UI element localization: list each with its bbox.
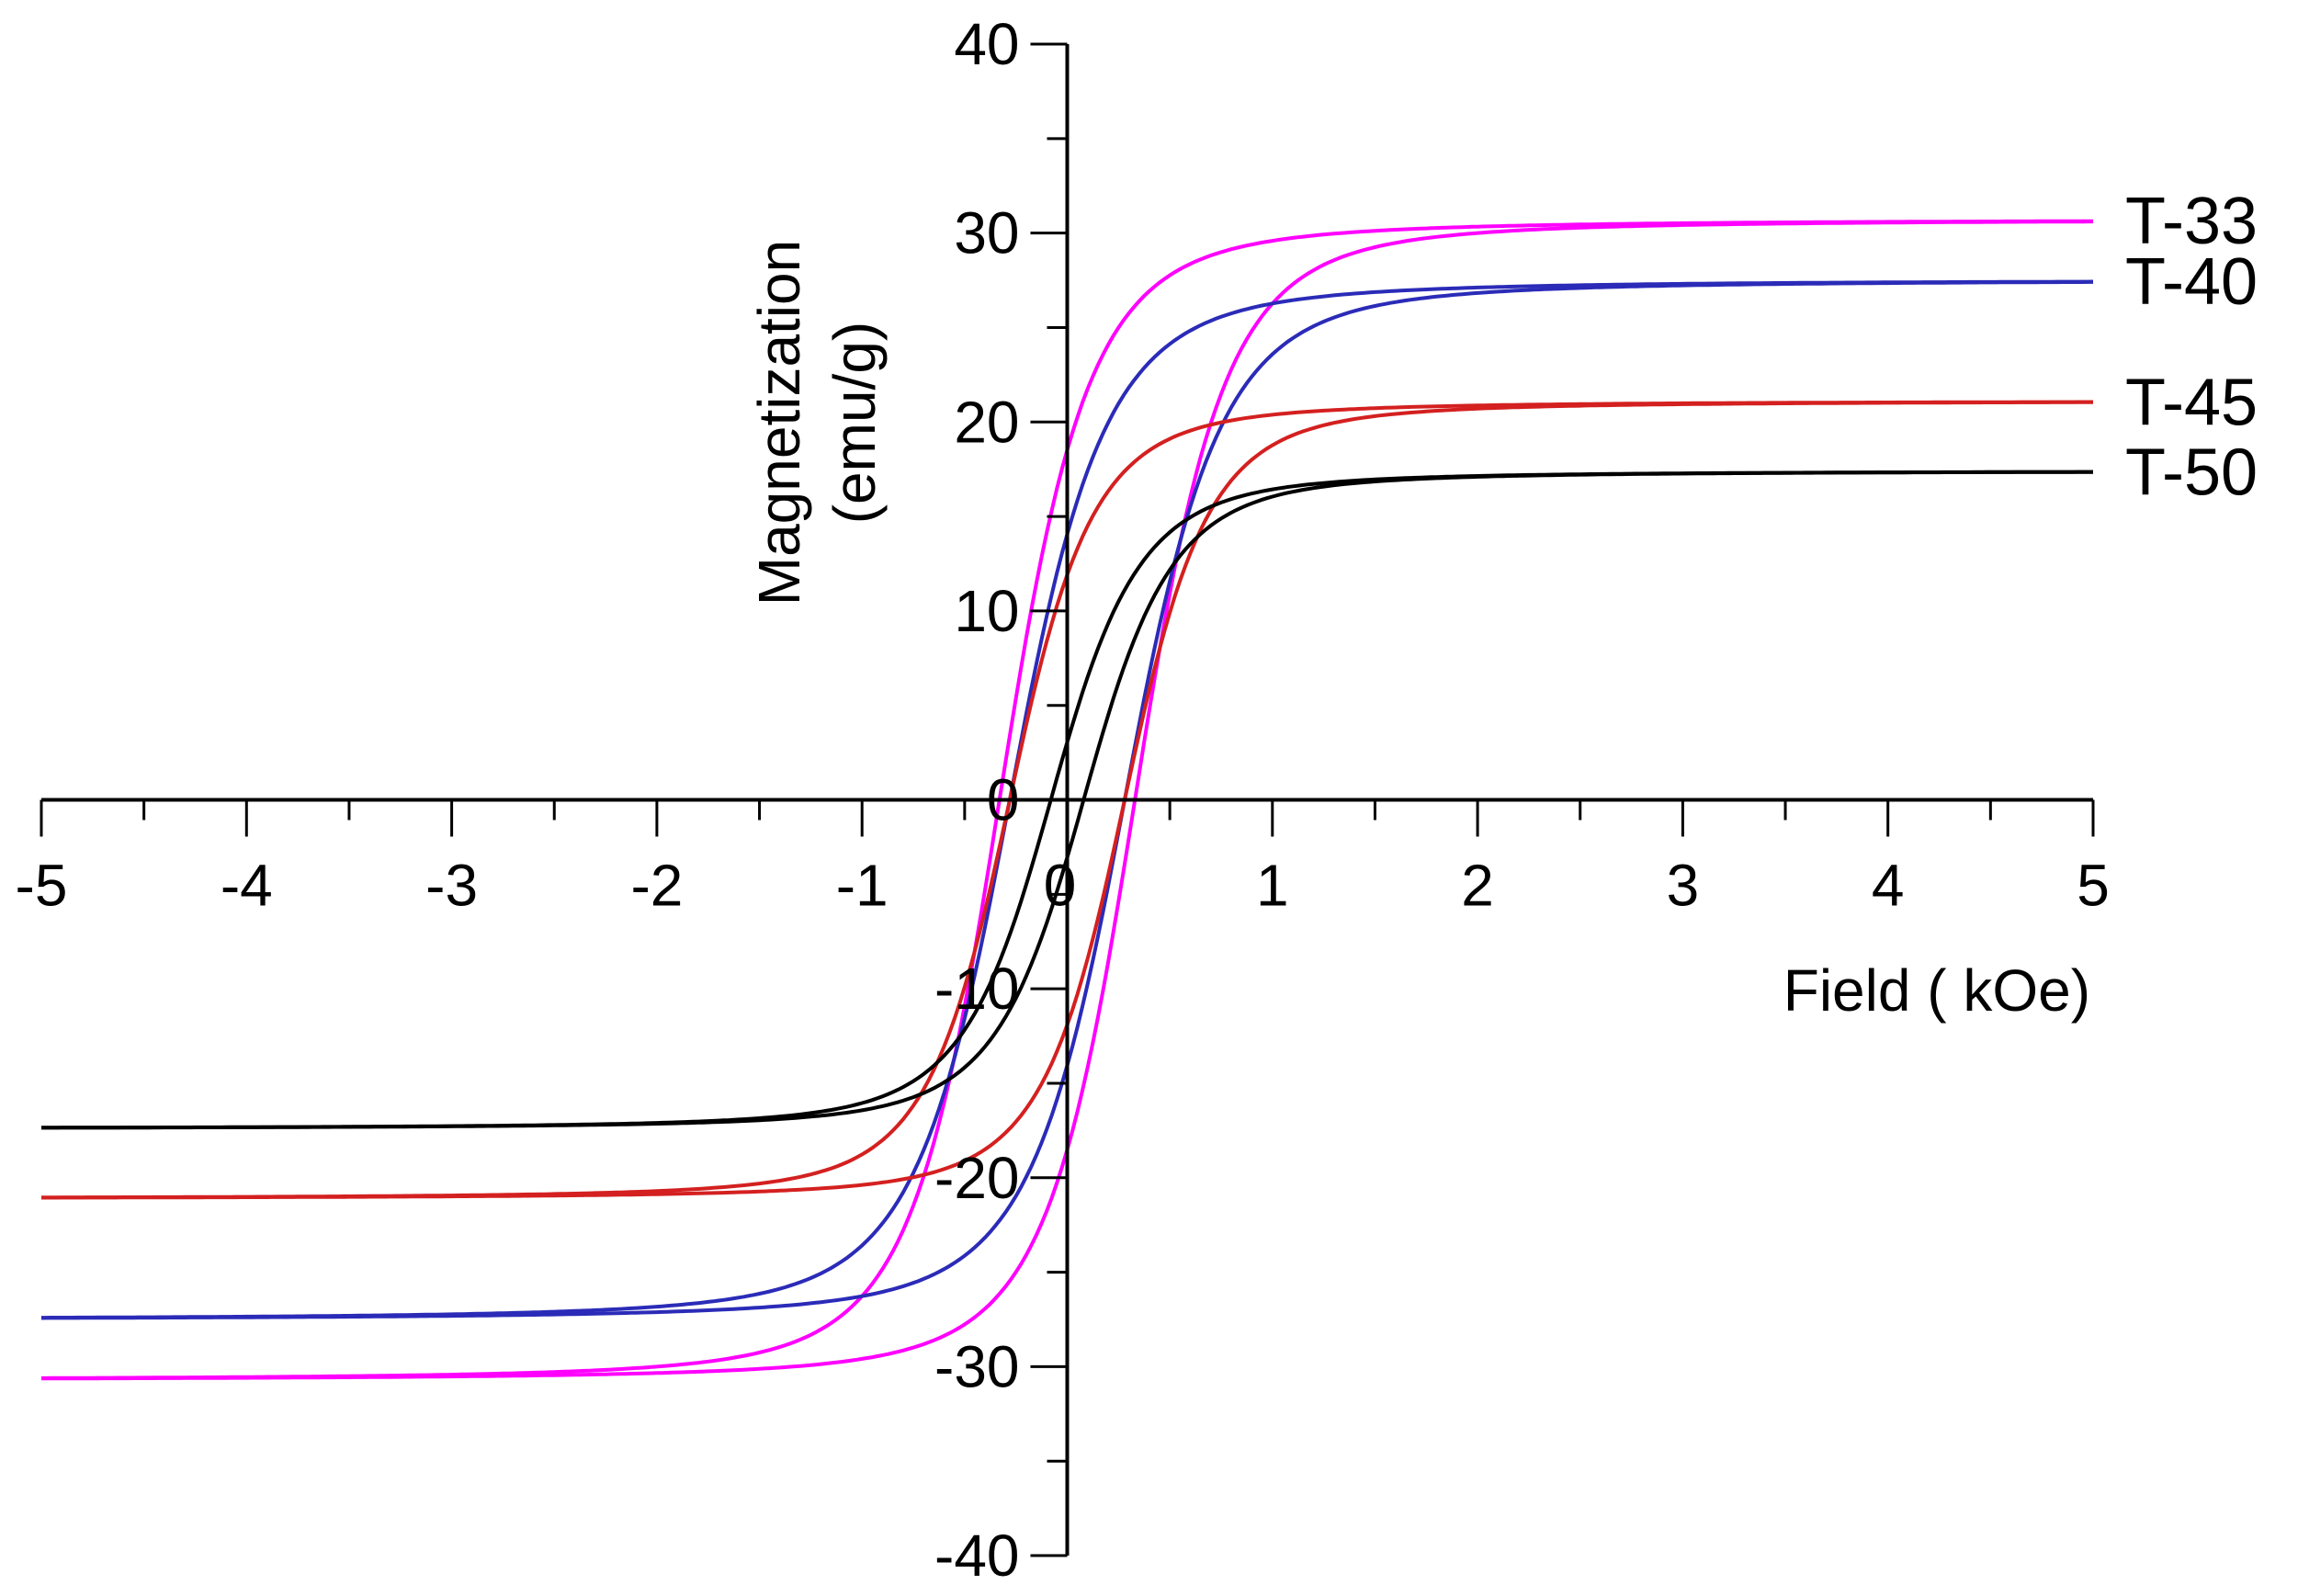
x-tick-label: -5 xyxy=(16,853,68,919)
x-tick-label: 3 xyxy=(1667,853,1700,919)
y-tick-label: -10 xyxy=(934,956,1020,1022)
y-tick-label: 0 xyxy=(987,767,1020,833)
y-tick-label: -30 xyxy=(934,1333,1020,1399)
y-tick-label: -20 xyxy=(934,1145,1020,1211)
x-tick-label: 0 xyxy=(1044,853,1077,919)
x-tick-label: -4 xyxy=(221,853,273,919)
series-label-t-33: T-33 xyxy=(2125,185,2258,258)
y-tick-label: 30 xyxy=(954,200,1019,266)
x-tick-label: 2 xyxy=(1461,853,1494,919)
y-tick-label: 40 xyxy=(954,11,1019,77)
series-label-t-50: T-50 xyxy=(2125,436,2258,510)
series-label-t-45: T-45 xyxy=(2125,367,2258,440)
y-tick-label: -40 xyxy=(934,1522,1020,1589)
x-tick-label: 1 xyxy=(1256,853,1289,919)
x-tick-label: -3 xyxy=(425,853,478,919)
x-tick-label: 4 xyxy=(1872,853,1905,919)
series-labels-group: T-33T-40 T-45T-50 xyxy=(2125,185,2258,509)
x-tick-label: 5 xyxy=(2077,853,2110,919)
y-axis-title-group: Magnetization (emu/g) xyxy=(746,240,888,606)
x-axis-title: Field ( kOe) xyxy=(1783,957,2090,1024)
y-axis-title-line2: (emu/g) xyxy=(821,322,888,525)
y-tick-label: 10 xyxy=(954,578,1019,644)
series-label-t-40: T-40 xyxy=(2125,245,2258,319)
y-axis-title-line1: Magnetization xyxy=(746,240,812,606)
y-tick-label: 20 xyxy=(954,389,1019,455)
x-tick-label: -2 xyxy=(630,853,683,919)
x-tick-label: -1 xyxy=(836,853,889,919)
